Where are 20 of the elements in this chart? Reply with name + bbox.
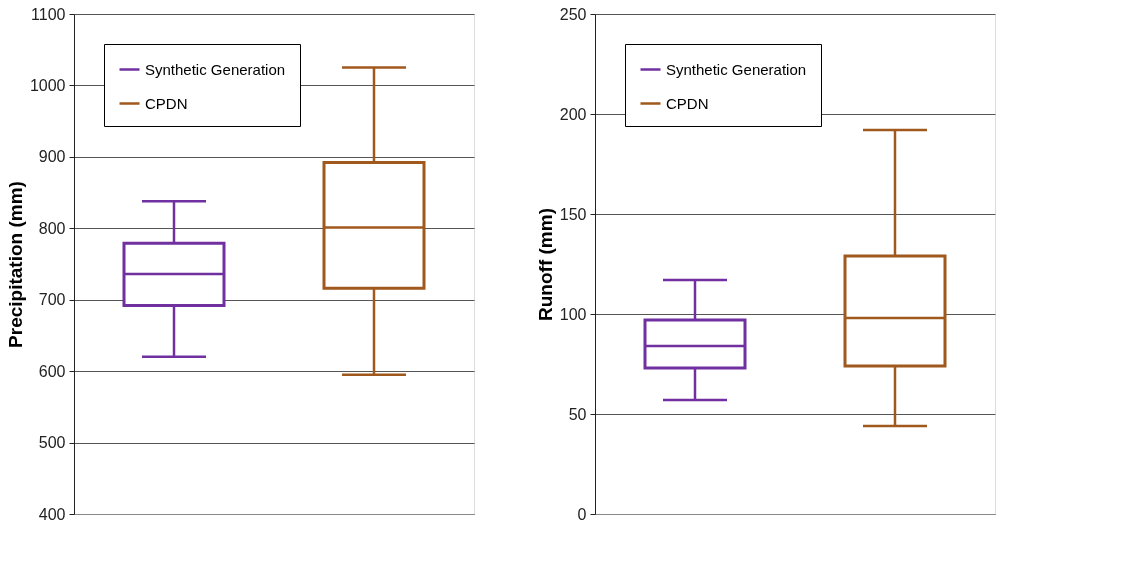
y-tick-label: 250	[559, 5, 587, 23]
legend-label: Synthetic Generation	[145, 60, 286, 78]
legend-label: CPDN	[145, 94, 188, 112]
y-axis-title: Runoff (mm)	[534, 208, 556, 321]
y-tick-label: 600	[38, 362, 66, 380]
y-tick-label: 50	[568, 405, 587, 423]
legend-label: CPDN	[666, 94, 709, 112]
y-tick-label: 700	[38, 291, 66, 309]
y-tick-label: 900	[38, 148, 66, 166]
y-axis-title: Precipitation (mm)	[4, 181, 26, 348]
y-tick-label: 150	[559, 205, 587, 223]
y-tick-label: 500	[38, 434, 66, 452]
y-tick-label: 1000	[29, 76, 66, 94]
y-tick-label: 400	[38, 505, 66, 523]
y-tick-label: 800	[38, 219, 66, 237]
y-tick-label: 1100	[31, 5, 66, 23]
y-tick-label: 100	[559, 305, 587, 323]
legend-label: Synthetic Generation	[666, 60, 807, 78]
y-tick-label: 200	[559, 105, 587, 123]
y-tick-label: 0	[577, 505, 587, 523]
